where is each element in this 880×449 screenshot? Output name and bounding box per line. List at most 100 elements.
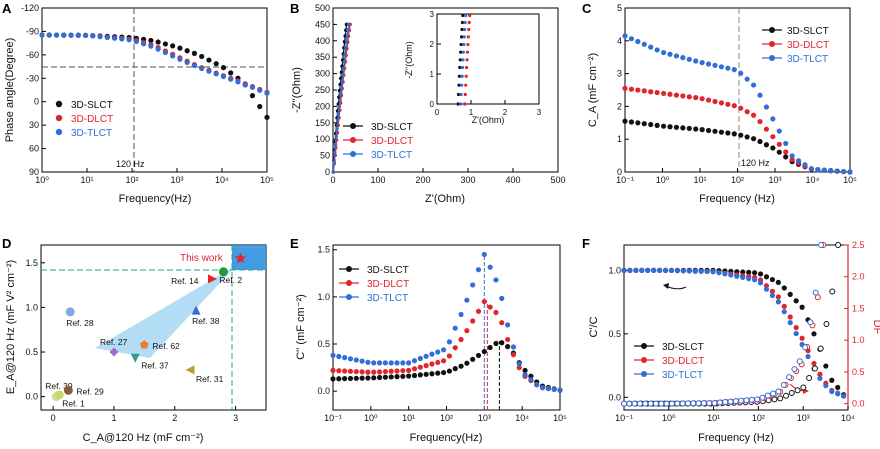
panel-E-3d-tlct-point-12 <box>400 360 406 366</box>
panel-E-3d-dlct-point-9 <box>382 368 388 375</box>
panel-C-xtick-label-3: 10² <box>731 175 744 185</box>
panel-C-3d-dlct-point-21 <box>757 119 763 125</box>
panel-F-df-3d-tlct-point-28 <box>770 390 777 397</box>
panel-F-3d-dlct-point-28 <box>787 314 793 320</box>
legend-F-slct: 3D-SLCT <box>662 342 704 353</box>
panel-E-3d-dlct-point-32 <box>516 365 522 371</box>
legend-B-dlct: 3D-DLCT <box>371 136 413 147</box>
panel-E-3d-slct-point-6 <box>365 375 371 381</box>
panel-F-df-3d-slct-point-31 <box>800 384 807 391</box>
panel-B-inset-3d-slct-point-10 <box>460 20 465 25</box>
panel-A-3d-tlct-point-17 <box>162 49 168 56</box>
panel-B-inset-3d-tlct-point-8 <box>462 35 466 39</box>
panel-F-df-3d-tlct-point-34 <box>802 344 809 351</box>
panel-A-3d-slct-point-29 <box>249 93 256 99</box>
panel-E-3d-tlct-point-10 <box>388 360 394 366</box>
panel-A-3d-tlct-point-14 <box>141 41 147 47</box>
panel-D-ref-14-marker <box>207 274 217 284</box>
panel-C-ytick-label-3: 3 <box>617 69 622 79</box>
panel-B-inset-3d-slct-point-1 <box>456 92 461 97</box>
panel-B-inset-xtick-label-2: 2 <box>503 108 508 117</box>
panel-E-3d-dlct-point-23 <box>464 328 470 334</box>
panel-F-df-3d-slct-point-37 <box>835 242 842 248</box>
panel-C-3d-slct-point-20 <box>750 136 757 142</box>
panel-C-3d-slct-point-17 <box>731 131 737 137</box>
panel-E-xtick-label-3: 10² <box>440 413 453 423</box>
panel-D-this-work-marker <box>234 252 247 264</box>
panel-C-3d-tlct-point-22 <box>763 104 770 110</box>
panel-A-3d-slct-point-19 <box>177 45 183 51</box>
panel-F-df-3d-tlct-point-13 <box>690 400 697 407</box>
panel-D-ref-2-label: Ref. 2 <box>219 275 242 285</box>
panel-D-letter: D <box>2 236 11 251</box>
panel-F-y2label: DF <box>871 320 880 335</box>
panel-C-3d-tlct-point-34 <box>840 168 847 175</box>
panel-A-3d-tlct-point-12 <box>126 37 132 43</box>
panel-F-letter: F <box>582 236 590 251</box>
panel-E-3d-dlct-point-10 <box>388 368 394 374</box>
panel-F-df-3d-tlct-point-2 <box>631 400 638 407</box>
panel-F-df-3d-slct-point-33 <box>811 365 818 372</box>
panel-A-3d-tlct-point-25 <box>220 73 227 80</box>
panel-B-ytick-label-5: 250 <box>315 85 330 95</box>
panel-B-3d-tlct-point-6 <box>335 118 340 123</box>
panel-B-3d-tlct-point-1 <box>332 160 336 165</box>
panel-A-3d-slct-point-23 <box>206 57 212 63</box>
panel-E-xtick-label-4: 10³ <box>478 413 491 423</box>
panel-E-3d-dlct-point-27 <box>487 304 493 310</box>
panel-E-3d-tlct-point-22 <box>458 311 464 318</box>
panel-E-3d-tlct-point-7 <box>371 360 377 366</box>
panel-D-ref-62-marker <box>140 340 149 349</box>
panel-C-ytick-label-1: 1 <box>617 134 622 144</box>
panel-D-ref-38-label: Ref. 38 <box>192 316 220 326</box>
panel-F-3d-tlct-point-23 <box>757 280 764 286</box>
panel-E-3d-slct-point-5 <box>359 375 365 381</box>
panel-E-xtick-label-5: 10⁴ <box>515 413 529 423</box>
panel-C-ytick-label-2: 2 <box>617 101 622 111</box>
panel-D-ref-37-marker <box>130 353 140 363</box>
panel-B-xtick-label-0: 0 <box>330 175 335 185</box>
panel-B-inset-3d-slct-point-2 <box>457 83 461 87</box>
panel-B-inset-3d-dlct-point-8 <box>466 35 470 39</box>
panel-D-ref-2-marker <box>218 267 228 277</box>
panel-C-3d-slct-point-22 <box>763 142 770 148</box>
panel-A-3d-tlct-point-21 <box>191 62 198 69</box>
panel-D-ref-28-marker <box>65 307 75 317</box>
panel-F-df-3d-tlct-point-1 <box>626 400 633 407</box>
panel-F-df-3d-slct-point-28 <box>782 392 789 399</box>
panel-F-df-3d-slct-point-35 <box>823 321 830 328</box>
panel-B-inset-3d-tlct-point-6 <box>461 50 465 54</box>
panel-B-inset-xtick-label-0: 0 <box>435 108 440 117</box>
panel-E-3d-slct-point-10 <box>388 374 394 380</box>
legend-F-marker-dlct <box>641 357 647 363</box>
panel-E-3d-tlct-point-14 <box>411 358 418 364</box>
panel-C-3d-slct-point-16 <box>725 130 731 136</box>
panel-B-xtick-label-1: 100 <box>370 175 385 185</box>
legend-A-slct: 3D-SLCT <box>71 100 113 111</box>
panel-F-3d-slct-point-30 <box>799 304 805 310</box>
panel-D-xtick-label-0: 0 <box>51 413 56 423</box>
panel-C-xtick-label-1: 10⁰ <box>656 175 670 185</box>
panel-B-inset-3d-dlct-point-6 <box>465 50 470 54</box>
panel-F-3d-slct-point-23 <box>757 271 764 277</box>
panel-F-3d-tlct-point-37 <box>841 393 847 399</box>
panel-A-3d-tlct-point-28 <box>242 81 248 88</box>
panel-E-3d-dlct-point-3 <box>347 368 354 374</box>
panel-C-3d-dlct-point-24 <box>776 141 782 147</box>
panel-F-3d-tlct-point-21 <box>746 276 752 282</box>
panel-F-3d-slct-point-22 <box>752 270 758 276</box>
panel-F-3d-tlct-point-25 <box>769 292 776 299</box>
panel-A-3d-tlct-point-24 <box>213 71 219 77</box>
panel-A-3d-tlct-point-26 <box>228 76 234 82</box>
panel-E-3d-slct-point-17 <box>429 371 435 377</box>
panel-F-df-3d-tlct-point-27 <box>764 392 771 399</box>
panel-C-3d-tlct-point-3 <box>641 41 647 47</box>
panel-F-xtick-label-1: 10⁰ <box>662 413 676 423</box>
panel-F-arrow-left-head <box>663 283 669 289</box>
panel-B-inset-3d-dlct-point-4 <box>465 65 469 70</box>
panel-F-3d-tlct-point-31 <box>805 353 811 360</box>
panel-B-3d-tlct-point-3 <box>333 142 338 147</box>
panel-B-inset-3d-tlct-point-2 <box>460 83 464 87</box>
panel-E-3d-dlct-point-26 <box>481 298 487 305</box>
panel-B-inset-3d-slct-point-8 <box>459 35 464 39</box>
